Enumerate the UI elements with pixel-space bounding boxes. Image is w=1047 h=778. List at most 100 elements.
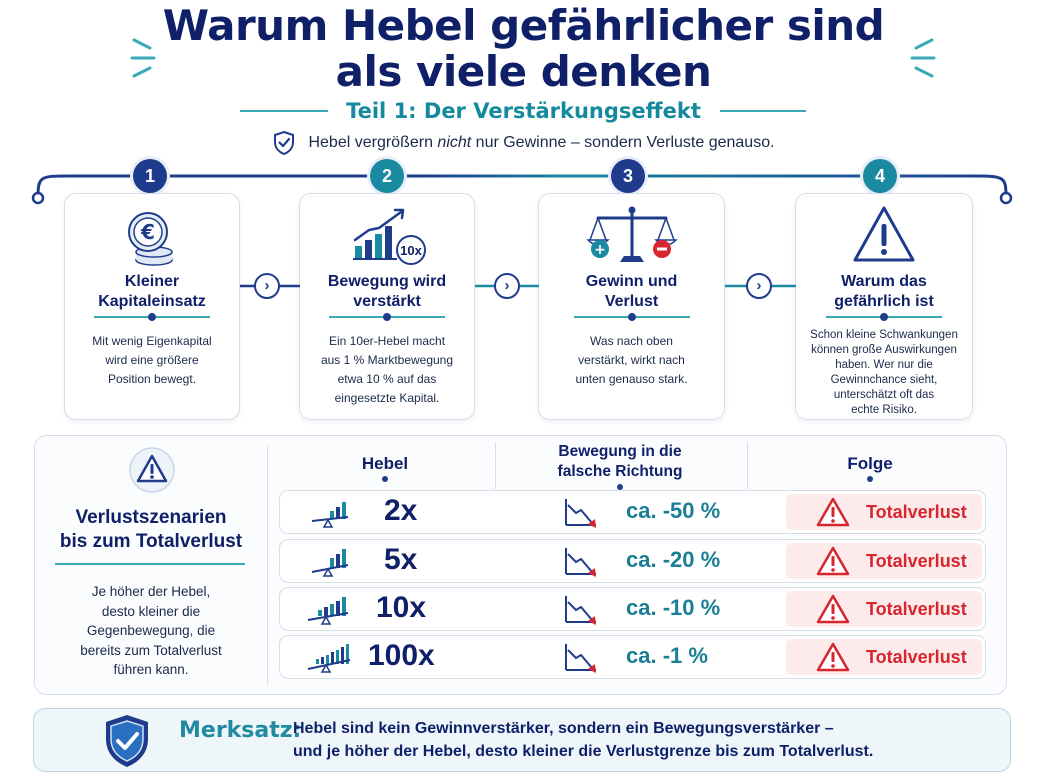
step-body-4-line: Schon kleine Schwankungen	[810, 329, 958, 341]
merksatz-box: Merksatz: Hebel sind kein Gewinnverstärk…	[33, 708, 1011, 772]
merksatz-text: Hebel sind kein Gewinnverstärker, sonder…	[293, 717, 873, 763]
alert-triangle-icon	[816, 546, 850, 576]
step-title-1: Kleiner Kapitaleinsatz	[71, 272, 233, 312]
scenario-description-line: desto kleiner die	[101, 603, 201, 619]
scenario-panel: Verlustszenarien bis zum Totalverlust Je …	[34, 435, 1007, 695]
consequence-text: Totalverlust	[866, 502, 967, 522]
shield-check-icon	[106, 715, 148, 767]
consequence-text: Totalverlust	[866, 551, 967, 571]
step-title-4-line2: gefährlich ist	[834, 293, 934, 310]
svg-text:€: €	[140, 220, 155, 244]
alert-triangle-icon	[816, 642, 850, 672]
step-title-2: Bewegung wird verstärkt	[306, 272, 468, 312]
page-title-line1: Warum Hebel gefährlicher sind	[162, 1, 885, 50]
scenario-title-line2: bis zum Totalverlust	[59, 531, 243, 552]
consequence-cell: Totalverlust	[786, 639, 982, 675]
euro-coins-icon: €	[128, 212, 173, 266]
consequence-cell: Totalverlust	[786, 494, 982, 530]
table-row: 5x ca. -20 % Totalverlust	[279, 539, 986, 583]
scenario-description-line: Gegenbewegung, die	[86, 623, 216, 638]
step-title-3-line1: Gewinn und	[585, 273, 678, 290]
balance-scale-icon: +	[585, 206, 678, 262]
step-card-2: 10x Bewegung wird verstärkt Ein 10er-Hebe…	[299, 193, 475, 420]
scenario-intro: Verlustszenarien bis zum Totalverlust Je …	[35, 436, 267, 694]
step-body-1-line: wird eine größere	[105, 353, 199, 367]
timeline-line	[31, 174, 1013, 205]
warning-icon	[853, 206, 915, 262]
scenario-description: Je höher der Hebel, desto kleiner die Ge…	[49, 582, 253, 680]
step-number-1: 1	[133, 159, 167, 193]
scenario-title: Verlustszenarien bis zum Totalverlust	[45, 506, 257, 554]
subtitle-row: Teil 1: Der Verstärkungseffekt	[0, 96, 1047, 126]
step-number-2: 2	[370, 159, 404, 193]
movement-value: ca. -20 %	[626, 547, 721, 572]
alert-triangle-icon	[816, 497, 850, 527]
step-number-3: 3	[611, 159, 645, 193]
header-dot	[382, 476, 388, 482]
step-title-2-line1: Bewegung wird	[327, 273, 447, 290]
movement-value: ca. -50 %	[626, 498, 721, 523]
table-row: 10x ca. -10 % Totalverlust	[279, 587, 986, 631]
step-title-3-line2: Verlust	[604, 293, 659, 310]
table-row: 2x ca. -50 % Totalverlust	[279, 490, 986, 534]
page-title-line2: als viele denken	[335, 47, 712, 96]
hebel-value: 2x	[384, 494, 418, 527]
column-header-hebel: Hebel	[325, 453, 445, 482]
hebel-value: 5x	[384, 543, 418, 576]
subtitle-line-left	[240, 110, 328, 112]
column-header-move: Bewegung in die falsche Richtung	[515, 442, 725, 490]
movement-value: ca. -1 %	[626, 643, 708, 668]
consequence-cell: Totalverlust	[786, 543, 982, 579]
scenario-description-line: führen kann.	[113, 662, 189, 677]
step-title-4: Warum das gefährlich ist	[802, 272, 966, 312]
hebel-value: 100x	[368, 639, 435, 672]
step-title-1-line1: Kleiner	[124, 273, 180, 290]
leverage-seesaw-icon	[307, 644, 351, 673]
warning-circle-icon	[129, 447, 175, 493]
falling-chart-icon	[565, 644, 596, 673]
step-body-4-line: haben. Wer nur die	[835, 359, 933, 371]
header-dot	[867, 476, 873, 482]
step-body-4-line: echte Risiko.	[851, 404, 917, 416]
scenario-description-line: Je höher der Hebel,	[91, 584, 211, 599]
step-body-4-line: unterschätzt oft das	[833, 389, 935, 401]
step-body-2-line: Ein 10er-Hebel macht	[328, 334, 446, 348]
consequence-text: Totalverlust	[866, 647, 967, 667]
step-body-2-line: aus 1 % Marktbewegung	[320, 353, 454, 367]
tagline-em: nicht	[437, 134, 472, 151]
shield-check-icon	[274, 130, 295, 156]
falling-chart-icon	[565, 596, 596, 625]
column-header-folge-label: Folge	[847, 454, 893, 473]
divider-dot	[383, 313, 391, 321]
column-header-move-line1: Bewegung in die	[558, 443, 682, 460]
leverage-badge: 10x	[400, 243, 422, 258]
step-body-4-line: Gewinnchance sieht,	[830, 374, 938, 386]
tagline-post: nur Gewinne – sondern Verluste genauso.	[471, 134, 775, 151]
merksatz-label: Merksatz:	[179, 718, 302, 743]
sparkle-right-icon	[910, 38, 936, 78]
movement-value: ca. -10 %	[626, 595, 721, 620]
step-body-1: Mit wenig Eigenkapital wird eine größere…	[73, 332, 231, 389]
step-card-1: € Kleiner Kapitaleinsatz Mit wenig Eigenk…	[64, 193, 240, 420]
divider	[55, 563, 245, 565]
merksatz-line2: und je höher der Hebel, desto kleiner di…	[293, 743, 874, 760]
step-body-3-line: verstärkt, wirkt nach	[578, 353, 685, 367]
merksatz-line1: Hebel sind kein Gewinnverstärker, sonder…	[293, 720, 834, 737]
column-divider	[495, 442, 496, 489]
column-header-hebel-label: Hebel	[361, 454, 409, 473]
step-body-2-line: etwa 10 % auf das	[337, 372, 437, 386]
step-title-4-line1: Warum das	[841, 273, 927, 290]
divider-dot	[627, 313, 636, 321]
step-title-1-line2: Kapitaleinsatz	[98, 293, 206, 310]
leverage-seesaw-icon	[311, 502, 349, 528]
step-body-1-line: Mit wenig Eigenkapital	[92, 334, 212, 348]
falling-chart-icon	[565, 499, 596, 528]
scenario-title-line1: Verlustszenarien	[75, 507, 227, 528]
growth-chart-icon: 10x	[353, 208, 426, 265]
svg-text:+: +	[594, 242, 606, 258]
step-card-4: Warum das gefährlich ist Schon kleine Sch…	[795, 193, 973, 420]
step-body-4: Schon kleine Schwankungen können große A…	[804, 328, 964, 418]
step-body-1-line: Position bewegt.	[107, 372, 197, 386]
step-card-3: + Gewinn und Verlust Was nach oben verstä…	[538, 193, 725, 420]
step-body-3: Was nach oben verstärkt, wirkt nach unte…	[547, 332, 716, 389]
